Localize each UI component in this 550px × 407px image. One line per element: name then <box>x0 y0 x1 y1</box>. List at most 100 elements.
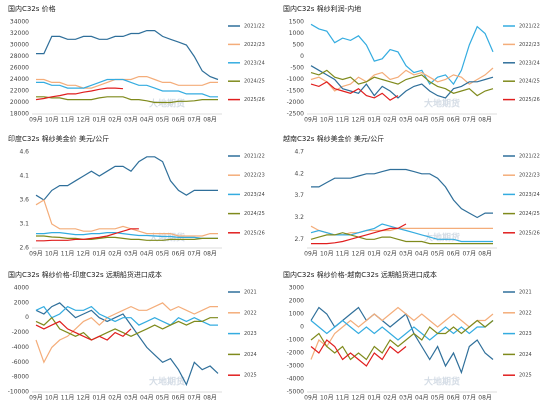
y-tick-label: 500 <box>293 42 305 49</box>
series-line <box>311 168 493 219</box>
x-tick-label: 07月 <box>462 117 476 124</box>
y-tick-label: -8000 <box>12 374 30 381</box>
x-tick-label: 02月 <box>108 395 122 402</box>
x-tick-label: 01月 <box>367 251 381 258</box>
y-tick-label: 1000 <box>289 311 304 318</box>
chart-title: 印度C32s 棉纱美金价 美元/公斤 <box>8 134 109 143</box>
legend-label: 2025/26 <box>244 97 265 103</box>
x-tick-label: 06月 <box>447 251 461 258</box>
series-line <box>310 223 493 243</box>
y-tick-label: -1500 <box>287 88 305 95</box>
series-line <box>310 306 494 375</box>
y-tick-label: 4000 <box>14 285 29 292</box>
x-tick-label: 05月 <box>156 395 170 402</box>
x-tick-label: 03月 <box>399 395 413 402</box>
x-tick-label: 09月 <box>304 251 318 258</box>
series-line <box>35 302 219 387</box>
x-tick-label: 01月 <box>367 117 381 124</box>
y-tick-label: -2000 <box>12 329 30 336</box>
series-line <box>35 320 132 341</box>
series-line <box>36 78 218 98</box>
series-line <box>310 81 399 101</box>
x-tick-label: 08月 <box>478 395 492 402</box>
x-tick-label: 05月 <box>431 251 445 258</box>
series-line <box>310 339 407 367</box>
y-tick-label: -5000 <box>287 389 305 396</box>
x-tick-label: 11月 <box>61 395 75 402</box>
chart-title: 国内C32s 棉纱价格-印度C32s 远期船货进口成本 <box>8 270 162 279</box>
y-tick-label: 0 <box>300 53 304 60</box>
legend-label: 2021/22 <box>244 154 265 160</box>
series-line <box>310 232 493 245</box>
x-tick-label: 09月 <box>29 251 43 258</box>
x-tick-label: 04月 <box>140 251 154 258</box>
series-line <box>36 76 218 89</box>
x-tick-label: 07月 <box>462 251 476 258</box>
x-tick-label: 02月 <box>383 395 397 402</box>
x-tick-label: 04月 <box>415 251 429 258</box>
series-line <box>310 306 494 360</box>
legend-label: 2022 <box>244 310 257 316</box>
series-line <box>36 30 219 81</box>
y-tick-label: 2.7 <box>294 236 304 243</box>
x-tick-label: 06月 <box>447 117 461 124</box>
x-tick-label: 09月 <box>29 395 43 402</box>
x-tick-label: 11月 <box>336 395 350 402</box>
legend-label: 2024/25 <box>244 79 265 85</box>
legend-label: 2022/23 <box>244 42 265 48</box>
y-tick-label: -500 <box>290 65 304 72</box>
legend-label: 2024 <box>244 352 257 358</box>
legend-label: 2024/25 <box>519 79 540 85</box>
x-tick-label: 12月 <box>77 117 91 124</box>
x-tick-label: 07月 <box>187 395 201 402</box>
legend-label: 2022 <box>519 310 532 316</box>
x-tick-label: 11月 <box>61 117 75 124</box>
y-tick-label: 1500 <box>289 19 304 26</box>
x-tick-label: 08月 <box>478 251 492 258</box>
y-tick-label: -2500 <box>287 111 305 118</box>
y-tick-label: -4000 <box>12 344 30 351</box>
legend-label: 2021 <box>244 290 257 296</box>
series-line <box>35 87 124 101</box>
y-tick-label: 3.2 <box>294 214 304 221</box>
x-tick-label: 10月 <box>45 395 59 402</box>
watermark: 大地期货 <box>424 98 460 110</box>
legend-label: 2022/23 <box>519 173 540 179</box>
series-line <box>310 67 494 92</box>
series-line <box>35 316 218 341</box>
series-line <box>310 69 494 97</box>
x-tick-label: 02月 <box>383 117 397 124</box>
chart-title: 国内C32s 棉纱利润-内地 <box>283 4 361 13</box>
y-tick-label: 22000 <box>10 88 29 95</box>
legend-label: 2022/23 <box>519 42 540 48</box>
x-tick-label: 03月 <box>399 117 413 124</box>
x-tick-label: 01月 <box>92 251 106 258</box>
x-tick-label: 10月 <box>45 117 59 124</box>
y-tick-label: -2000 <box>287 99 305 106</box>
x-tick-label: 11月 <box>61 251 75 258</box>
x-tick-label: 08月 <box>478 117 492 124</box>
x-tick-label: 02月 <box>108 251 122 258</box>
x-tick-label: 06月 <box>172 395 186 402</box>
legend-label: 2023/24 <box>519 60 540 66</box>
series-line <box>310 65 494 99</box>
x-tick-label: 05月 <box>431 117 445 124</box>
legend-label: 2021 <box>519 290 532 296</box>
y-tick-label: 30000 <box>10 42 29 49</box>
y-tick-label: 32000 <box>10 30 29 37</box>
y-tick-label: 4.6 <box>19 149 29 156</box>
chart-title: 国内C32s 价格 <box>8 4 56 13</box>
series-line <box>310 319 494 341</box>
x-tick-label: 10月 <box>45 251 59 258</box>
x-tick-label: 06月 <box>172 117 186 124</box>
y-tick-label: -10000 <box>8 389 29 396</box>
series-line <box>36 235 218 241</box>
x-tick-label: 05月 <box>156 251 170 258</box>
legend-label: 2023/24 <box>519 192 540 198</box>
x-tick-label: 01月 <box>367 395 381 402</box>
x-tick-label: 08月 <box>203 117 217 124</box>
x-tick-label: 06月 <box>172 251 186 258</box>
legend-label: 2023 <box>244 331 257 337</box>
y-tick-label: 20000 <box>10 99 29 106</box>
